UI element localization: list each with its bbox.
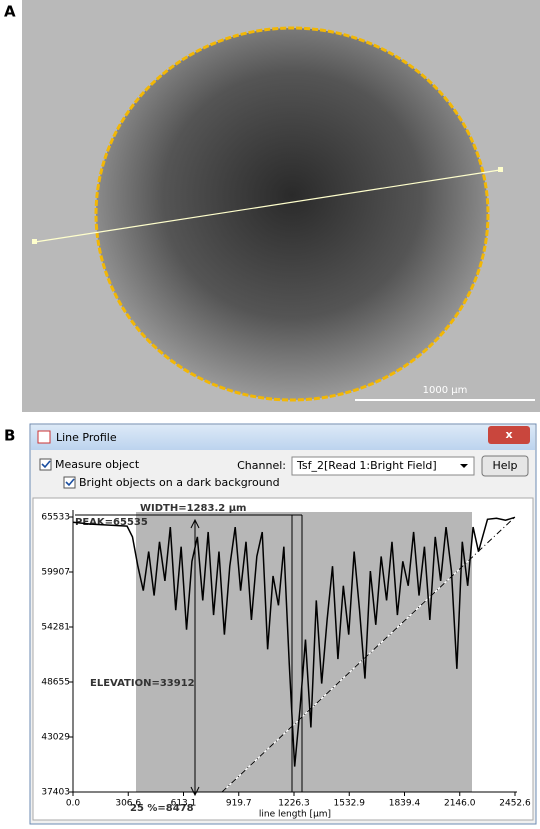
channel-label: Channel: xyxy=(237,459,286,472)
x-tick-label: 2452.6 xyxy=(499,799,531,809)
window-title: Line Profile xyxy=(56,431,117,444)
annotation: PEAK=65535 xyxy=(75,517,148,528)
x-tick-label: 613.1 xyxy=(171,799,197,809)
x-tick-label: 919.7 xyxy=(226,799,252,809)
handle xyxy=(32,239,37,244)
close-icon[interactable]: x xyxy=(505,428,512,441)
y-tick-label: 37403 xyxy=(41,788,70,798)
x-tick-label: 1839.4 xyxy=(389,799,421,809)
checkbox-label: Bright objects on a dark background xyxy=(79,476,280,489)
help-label[interactable]: Help xyxy=(492,459,517,472)
figure: A 1000 µm B Line Profile x Measure objec… xyxy=(0,0,540,825)
annotation: ELEVATION=33912 xyxy=(90,678,195,689)
page: {"panel_a": {"label": "A", "scale_bar": … xyxy=(0,0,540,825)
y-tick-label: 54281 xyxy=(41,623,70,633)
panel-label: A xyxy=(4,3,16,21)
handle xyxy=(498,167,503,172)
x-tick-label: 0.0 xyxy=(66,799,81,809)
colony xyxy=(96,28,488,400)
app-icon xyxy=(38,431,50,443)
x-axis-label: line length [µm] xyxy=(259,810,331,820)
y-tick-label: 48655 xyxy=(41,678,70,688)
x-tick-label: 306.6 xyxy=(115,799,141,809)
scale-label: 1000 µm xyxy=(423,385,468,396)
annotation: WIDTH=1283.2 µm xyxy=(140,503,246,514)
x-tick-label: 1226.3 xyxy=(278,799,310,809)
x-tick-label: 2146.0 xyxy=(444,799,476,809)
y-tick-label: 59907 xyxy=(41,568,70,578)
checkbox-label: Measure object xyxy=(55,458,140,471)
y-tick-label: 65533 xyxy=(41,513,70,523)
y-tick-label: 43029 xyxy=(41,733,70,743)
channel-value[interactable]: Tsf_2[Read 1:Bright Field] xyxy=(296,459,437,472)
x-tick-label: 1532.9 xyxy=(334,799,366,809)
panel-label: B xyxy=(4,427,15,445)
